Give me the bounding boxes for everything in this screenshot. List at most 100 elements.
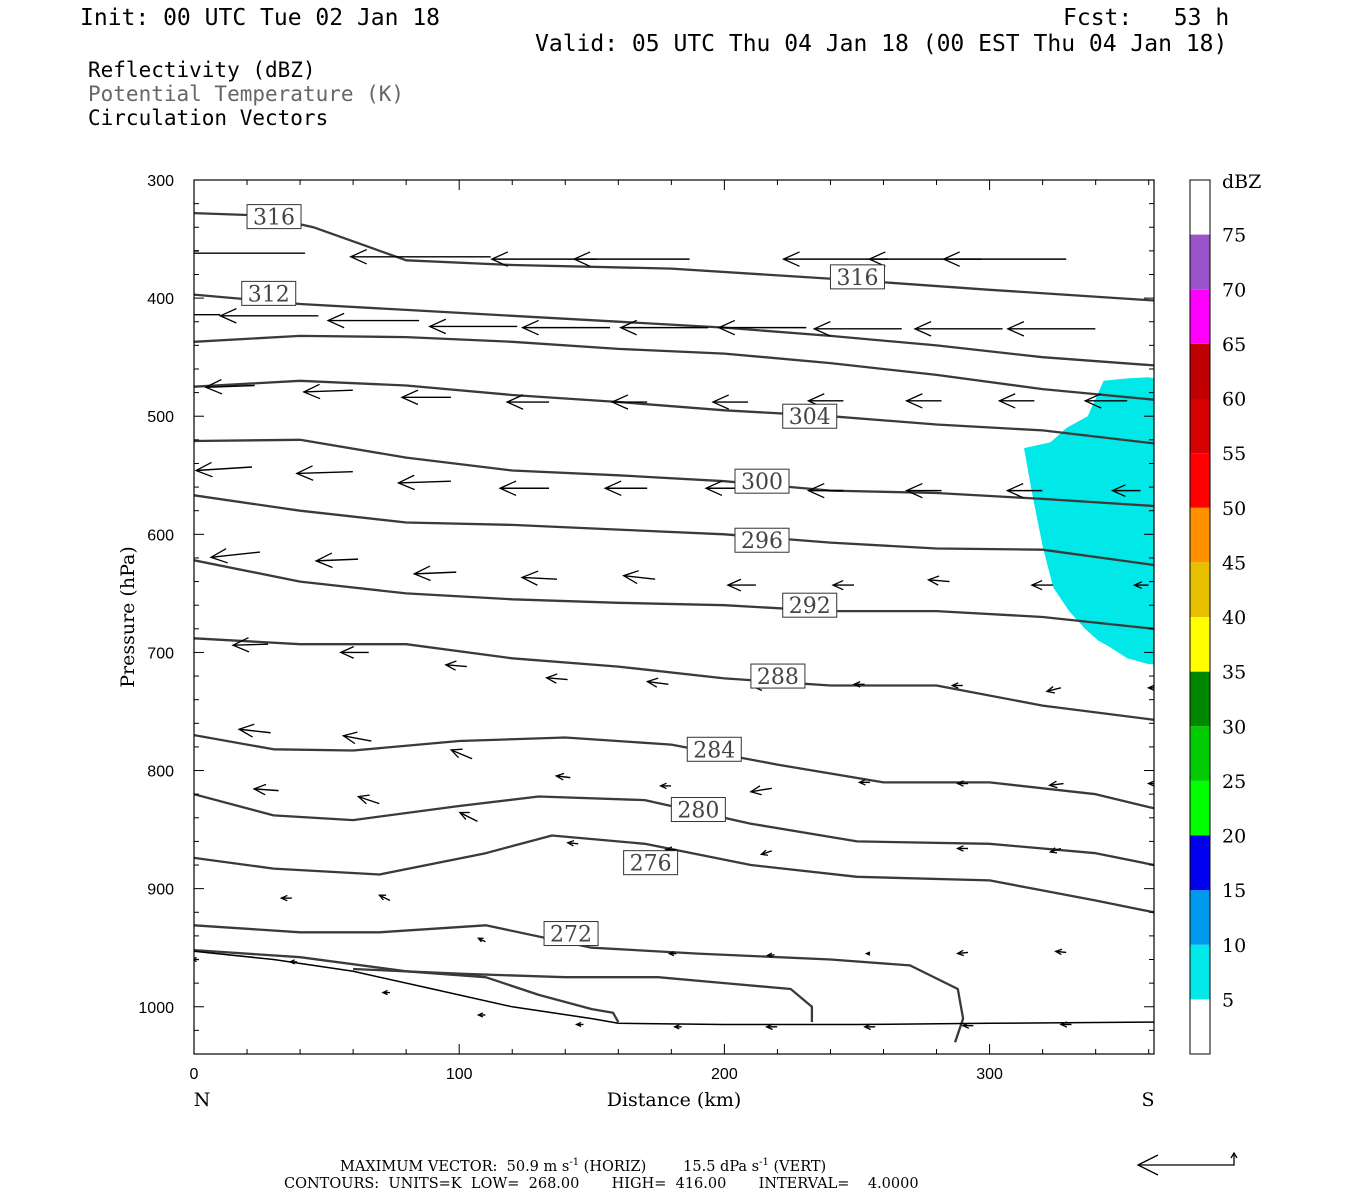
vector-arrowhead — [1054, 948, 1063, 956]
vector-arrowhead — [295, 465, 314, 481]
contour-label-box — [829, 264, 885, 290]
x-tick-label: 300 — [976, 1066, 1003, 1083]
vector-arrowhead — [1005, 482, 1024, 499]
reference-vector-head — [1136, 1154, 1159, 1176]
y-tick-label: 800 — [147, 764, 174, 781]
vector-arrowhead — [314, 552, 333, 569]
circulation-vector — [1049, 782, 1064, 786]
colorbar-label: 10 — [1222, 935, 1246, 957]
circulation-vector — [205, 384, 255, 388]
vector-arrowhead — [619, 319, 637, 336]
vector-arrowhead — [498, 480, 517, 497]
circulation-vector — [750, 787, 772, 793]
colorbar-segment — [1190, 890, 1210, 945]
circulation-vector — [414, 571, 457, 575]
x-axis-label: Distance (km) — [607, 1089, 742, 1111]
vector-arrowhead — [1048, 847, 1058, 854]
y-tick-label: 400 — [147, 291, 174, 308]
circulation-vector — [556, 775, 571, 779]
vector-arrowhead — [1110, 484, 1126, 498]
vert-unit-exponent: -1 — [759, 1157, 769, 1168]
vector-arrowhead — [341, 731, 358, 745]
colorbar-label: 75 — [1222, 225, 1246, 247]
colorbar-segment — [1190, 617, 1210, 672]
vector-arrowhead — [831, 579, 844, 591]
vector-arrowhead — [1006, 321, 1025, 337]
y-tick-label: 600 — [147, 527, 174, 544]
circulation-vector — [450, 749, 473, 760]
isentrope-296 — [194, 494, 1154, 567]
circulation-vector — [296, 471, 353, 475]
vector-arrowhead — [231, 637, 250, 653]
colorbar-segment — [1190, 234, 1210, 290]
vector-arrowhead — [412, 565, 431, 582]
contour-label: 296 — [741, 529, 783, 554]
colorbar-segment — [1190, 289, 1210, 344]
contour-label-box — [670, 797, 726, 823]
isentrope-272 — [194, 924, 965, 1043]
contour-label: 312 — [248, 282, 290, 307]
vector-arrowhead — [490, 251, 509, 267]
circulation-vector — [445, 664, 467, 668]
vector-arrowhead — [1083, 393, 1102, 409]
vector-arrowhead — [926, 575, 940, 586]
colorbar-segment — [1190, 726, 1210, 781]
vector-arrowhead — [339, 646, 354, 659]
vector-arrowhead — [759, 849, 769, 856]
y-tick-label: 300 — [147, 173, 174, 190]
contour-label: 316 — [253, 206, 295, 231]
contour-label: 280 — [677, 799, 719, 824]
vector-arrowhead — [444, 660, 457, 671]
vector-arrowhead — [673, 1024, 680, 1030]
contour-label-box — [241, 280, 297, 306]
horiz-label: (HORIZ) — [579, 1158, 647, 1175]
vector-arrowhead — [1132, 581, 1143, 590]
vector-arrowhead — [961, 1022, 970, 1029]
vector-arrowhead — [288, 959, 295, 965]
valid-time: Valid: 05 UTC Thu 04 Jan 18 (00 EST Thu … — [535, 31, 1228, 57]
colorbar-segment — [1190, 398, 1210, 454]
colorbar-label: 30 — [1222, 716, 1246, 738]
x-tick-label: 100 — [446, 1066, 473, 1083]
circulation-vector — [343, 735, 372, 742]
vector-arrowhead — [904, 393, 923, 409]
colorbar-segment — [1190, 180, 1210, 235]
vector-arrowhead — [218, 308, 237, 324]
vector-arrowhead — [603, 480, 622, 497]
vector-arrowhead — [610, 394, 629, 410]
contour-label-box — [734, 468, 790, 494]
vector-arrowhead — [622, 570, 639, 585]
contour-info: CONTOURS: UNITS=K LOW= 268.00 HIGH= 416.… — [284, 1176, 919, 1192]
vector-arrowhead — [955, 845, 964, 852]
isentropes-group — [194, 211, 1154, 1043]
vector-arrowhead — [904, 482, 923, 499]
colorbar-segment — [1190, 780, 1210, 836]
colorbar-label: 70 — [1222, 279, 1246, 301]
isentrope-300 — [194, 438, 1154, 508]
isentrope-268 — [353, 967, 814, 1023]
circulation-vector — [358, 795, 380, 805]
contour-label: 288 — [757, 665, 799, 690]
vector-arrowhead — [717, 319, 736, 336]
colorbar-segment — [1190, 944, 1210, 1000]
init-time: Init: 00 UTC Tue 02 Jan 18 — [80, 5, 441, 31]
vector-arrowhead — [209, 548, 229, 564]
vert-max-vector: 15.5 dPa s — [683, 1158, 760, 1175]
vector-arrowhead — [572, 251, 591, 267]
north-label: N — [194, 1089, 211, 1111]
colorbar-label: 20 — [1222, 826, 1246, 848]
contour-label-box — [750, 663, 806, 689]
vector-arrowhead — [997, 393, 1016, 409]
vector-arrowhead — [1045, 686, 1056, 694]
contour-label: 292 — [789, 594, 831, 619]
contour-label-box — [686, 736, 742, 762]
contour-label: 316 — [836, 266, 878, 291]
vector-arrowhead — [812, 321, 831, 337]
colorbar-label: 50 — [1222, 498, 1246, 520]
vector-arrowhead — [852, 681, 861, 688]
vector-arrowhead — [711, 394, 730, 410]
vector-arrowhead — [1030, 579, 1043, 591]
y-tick-label: 1000 — [138, 1000, 174, 1017]
vector-arrowhead — [449, 748, 463, 759]
